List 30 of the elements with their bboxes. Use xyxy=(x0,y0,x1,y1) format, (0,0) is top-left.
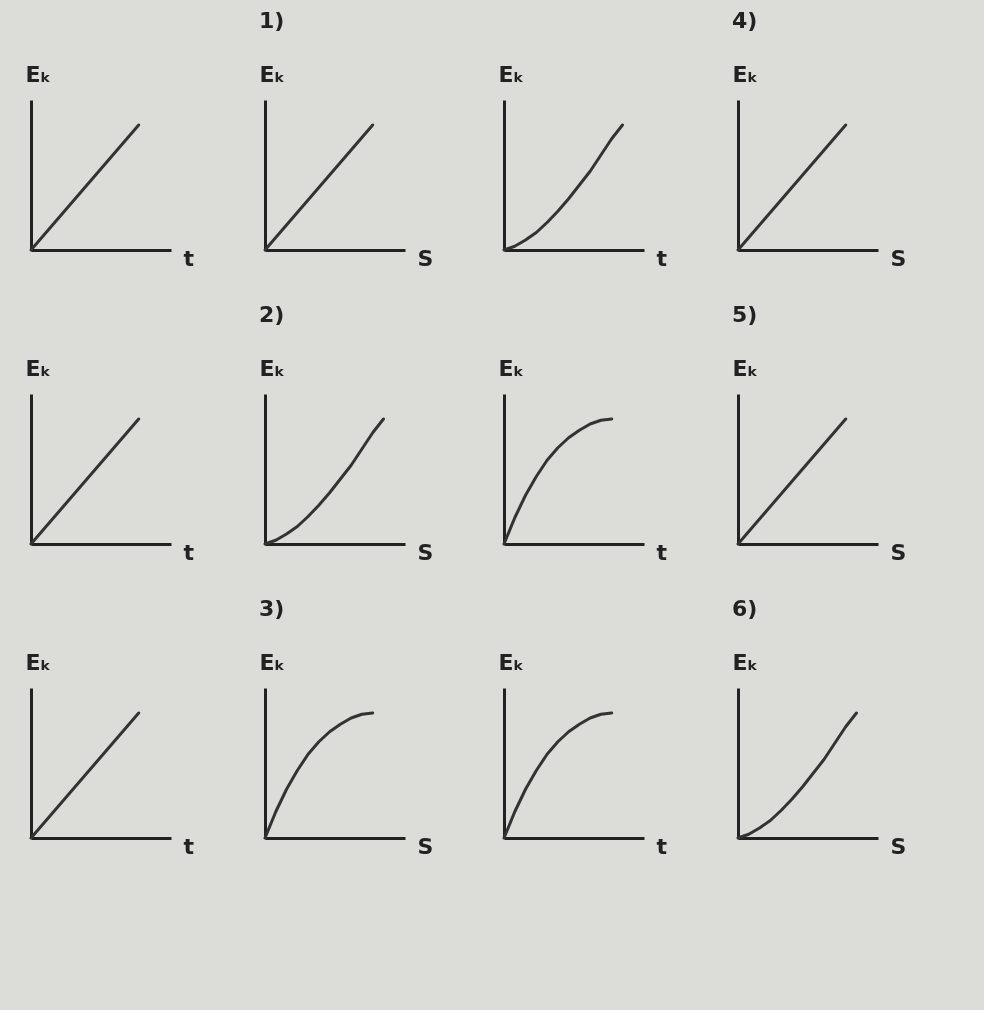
x-axis-title: t xyxy=(183,245,195,271)
chart-title: 3) xyxy=(259,596,285,621)
chart-title: 2) xyxy=(259,302,285,327)
y-axis-title: Eₖ xyxy=(25,355,52,381)
x-axis-title: t xyxy=(656,245,668,271)
x-axis-title: S xyxy=(890,245,907,271)
chart-title: 6) xyxy=(732,596,758,621)
x-axis-title: t xyxy=(183,539,195,565)
y-axis-title: Eₖ xyxy=(25,61,52,87)
x-axis-title: t xyxy=(656,833,668,859)
x-axis-title: S xyxy=(890,833,907,859)
chart-title: 5) xyxy=(732,302,758,327)
y-axis-title: Eₖ xyxy=(259,61,286,87)
x-axis-title: t xyxy=(183,833,195,859)
x-axis-title: S xyxy=(890,539,907,565)
x-axis-title: t xyxy=(656,539,668,565)
y-axis-title: Eₖ xyxy=(25,649,52,675)
chart-title: 4) xyxy=(732,8,758,33)
chart-title: 1) xyxy=(259,8,285,33)
x-axis-title: S xyxy=(417,245,434,271)
y-axis-title: Eₖ xyxy=(498,61,525,87)
y-axis-title: Eₖ xyxy=(259,649,286,675)
y-axis-title: Eₖ xyxy=(732,649,759,675)
y-axis-title: Eₖ xyxy=(732,355,759,381)
x-axis-title: S xyxy=(417,833,434,859)
y-axis-title: Eₖ xyxy=(259,355,286,381)
y-axis-title: Eₖ xyxy=(498,355,525,381)
x-axis-title: S xyxy=(417,539,434,565)
y-axis-title: Eₖ xyxy=(732,61,759,87)
y-axis-title: Eₖ xyxy=(498,649,525,675)
